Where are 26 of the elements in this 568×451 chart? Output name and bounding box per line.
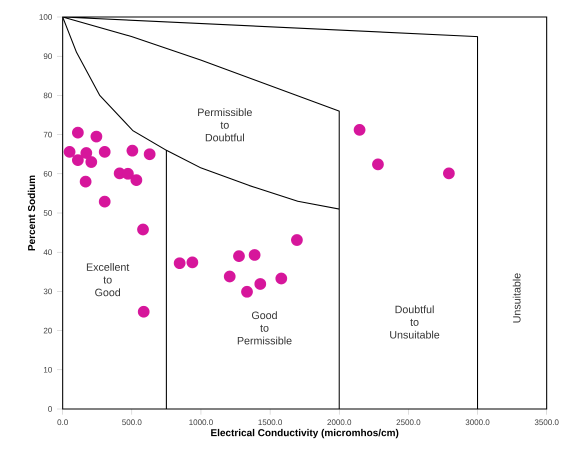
annotation: Good to Permissible — [238, 311, 292, 344]
y-axis-title: Percent Sodium — [28, 176, 36, 250]
y-tick-label: 40 — [44, 249, 52, 256]
y-tick-label: 80 — [44, 92, 52, 98]
x-tick-label: 2000.0 — [327, 419, 352, 426]
y-tick-label: 20 — [44, 328, 52, 334]
annotation: Doubtful to Unsuitable — [390, 305, 440, 339]
y-tick-label: 10 — [44, 366, 52, 373]
y-tick-label: 50 — [44, 210, 52, 216]
x-tick-label: 1500.0 — [258, 419, 282, 426]
x-tick-label: 3000.0 — [466, 419, 490, 426]
y-tick-label: 60 — [44, 170, 52, 177]
y-tick-label: 0 — [48, 406, 52, 412]
annotation: Excellent to Good — [86, 263, 130, 296]
y-tick-label: 70 — [44, 132, 52, 138]
x-tick-label: 2500.0 — [396, 419, 420, 426]
x-tick-label: 3500.0 — [534, 419, 559, 426]
x-tick-label: 0.0 — [57, 419, 68, 426]
x-tick-label: 500.0 — [122, 419, 142, 426]
annotation: Permissible to Doubtful — [198, 108, 252, 142]
y-tick-label: 30 — [44, 288, 52, 294]
annotation: Unsuitable — [512, 273, 521, 322]
x-axis-title: Electrical Conductivity (micromhos/cm) — [211, 428, 398, 438]
x-tick-label: 1000.0 — [189, 419, 213, 426]
y-tick-label: 90 — [44, 53, 52, 60]
y-tick-label: 100 — [40, 14, 52, 20]
